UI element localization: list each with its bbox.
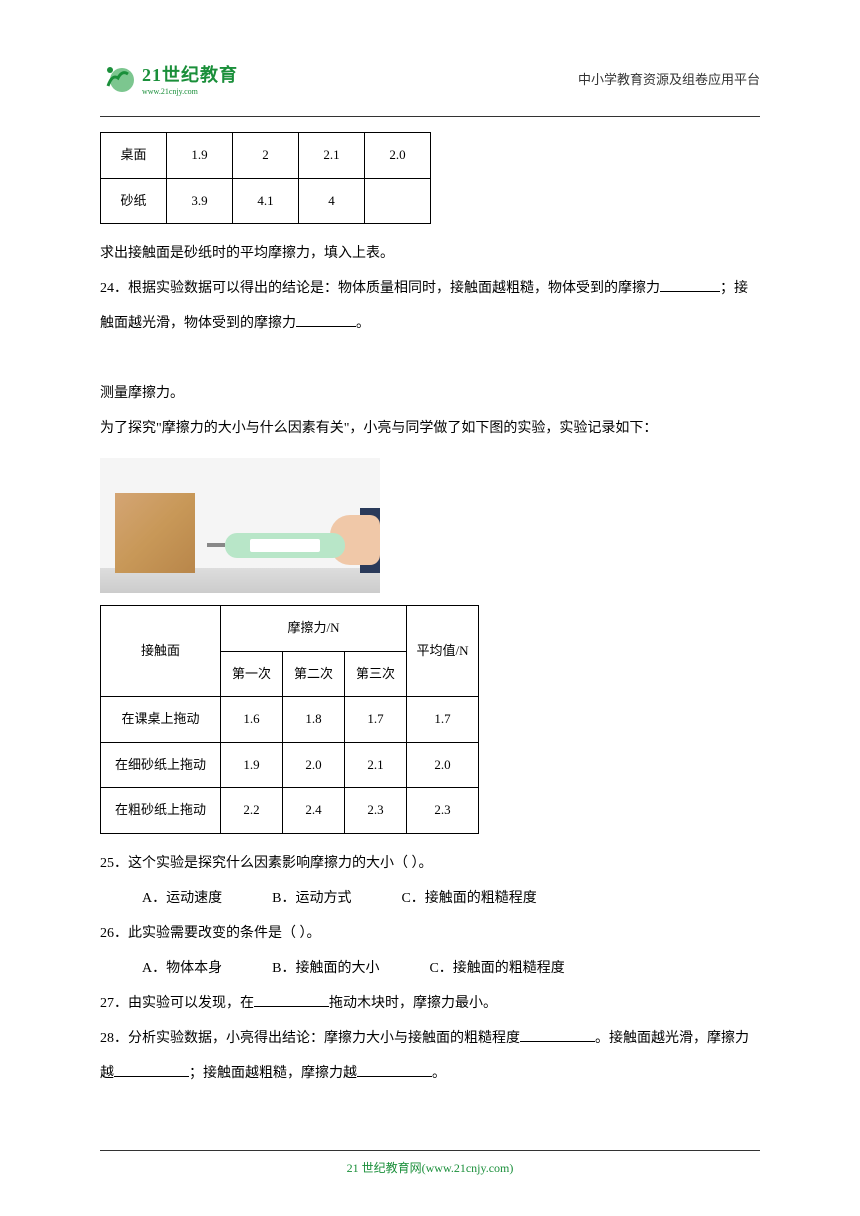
table1-body: 桌面1.922.12.0砂纸3.94.14 xyxy=(101,133,431,224)
section-title: 测量摩擦力。 xyxy=(100,376,760,411)
table1-cell xyxy=(365,178,431,224)
table1-cell: 桌面 xyxy=(101,133,167,179)
cell-value: 2.0 xyxy=(283,742,345,788)
logo: 21世纪教育 www.21cnjy.com xyxy=(100,60,238,96)
table1-cell: 2 xyxy=(233,133,299,179)
cell-avg: 2.0 xyxy=(407,742,479,788)
q26-opt-a[interactable]: A．物体本身 xyxy=(142,951,222,986)
table1-cell: 3.9 xyxy=(167,178,233,224)
table2-row: 在课桌上拖动1.61.81.71.7 xyxy=(101,697,479,743)
cell-avg: 2.3 xyxy=(407,788,479,834)
table1-cell: 4 xyxy=(299,178,365,224)
q25-opt-a[interactable]: A．运动速度 xyxy=(142,881,222,916)
logo-url-text: www.21cnjy.com xyxy=(142,87,238,96)
question-27: 27．由实验可以发现，在拖动木块时，摩擦力最小。 xyxy=(100,986,760,1021)
cell-value: 1.8 xyxy=(283,697,345,743)
photo-scale-hook xyxy=(207,543,225,547)
table2-row: 在粗砂纸上拖动2.22.42.32.3 xyxy=(101,788,479,834)
q25-options: A．运动速度 B．运动方式 C．接触面的粗糙程度 xyxy=(100,881,760,916)
logo-text: 21世纪教育 www.21cnjy.com xyxy=(142,61,238,96)
question-26: 26．此实验需要改变的条件是（ ）。 xyxy=(100,916,760,951)
blank-q28-1[interactable] xyxy=(520,1026,595,1042)
instruction-text-1: 求出接触面是砂纸时的平均摩擦力，填入上表。 xyxy=(100,236,760,271)
question-25: 25．这个实验是探究什么因素影响摩擦力的大小（ ）。 xyxy=(100,846,760,881)
section-intro: 为了探究"摩擦力的大小与什么因素有关"，小亮与同学做了如下图的实验，实验记录如下… xyxy=(100,411,760,446)
logo-main-text: 21世纪教育 xyxy=(142,61,238,87)
th-trial: 第一次 xyxy=(221,651,283,697)
page-header: 21世纪教育 www.21cnjy.com 中小学教育资源及组卷应用平台 xyxy=(100,60,760,96)
cell-surface: 在课桌上拖动 xyxy=(101,697,221,743)
q25-opt-c[interactable]: C．接触面的粗糙程度 xyxy=(401,881,536,916)
logo-icon xyxy=(100,60,136,96)
table-friction-detailed: 接触面 摩擦力/N 平均值/N 第一次第二次第三次 在课桌上拖动1.61.81.… xyxy=(100,605,479,834)
q26-opt-b[interactable]: B．接触面的大小 xyxy=(272,951,379,986)
cell-avg: 1.7 xyxy=(407,697,479,743)
cell-surface: 在细砂纸上拖动 xyxy=(101,742,221,788)
main-content: 桌面1.922.12.0砂纸3.94.14 求出接触面是砂纸时的平均摩擦力，填入… xyxy=(100,132,760,1091)
cell-value: 2.2 xyxy=(221,788,283,834)
th-trial: 第三次 xyxy=(345,651,407,697)
blank-q24-1[interactable] xyxy=(660,276,720,292)
cell-value: 1.6 xyxy=(221,697,283,743)
photo-scale-window xyxy=(250,539,320,552)
table1-cell: 2.0 xyxy=(365,133,431,179)
page-footer: 21 世纪教育网(www.21cnjy.com) xyxy=(100,1150,760,1176)
cell-value: 1.7 xyxy=(345,697,407,743)
th-trial: 第二次 xyxy=(283,651,345,697)
q26-options: A．物体本身 B．接触面的大小 C．接触面的粗糙程度 xyxy=(100,951,760,986)
table1-cell: 砂纸 xyxy=(101,178,167,224)
th-avg: 平均值/N xyxy=(407,606,479,697)
cell-value: 2.4 xyxy=(283,788,345,834)
photo-spring-scale xyxy=(225,533,345,558)
header-divider xyxy=(100,116,760,117)
blank-q27[interactable] xyxy=(254,991,329,1007)
cell-value: 1.9 xyxy=(221,742,283,788)
table1-cell: 1.9 xyxy=(167,133,233,179)
cell-value: 2.1 xyxy=(345,742,407,788)
cell-surface: 在粗砂纸上拖动 xyxy=(101,788,221,834)
experiment-photo xyxy=(100,458,380,593)
question-24: 24．根据实验数据可以得出的结论是：物体质量相同时，接触面越粗糙，物体受到的摩擦… xyxy=(100,271,760,341)
table2-body: 在课桌上拖动1.61.81.71.7在细砂纸上拖动1.92.02.12.0在粗砂… xyxy=(101,697,479,834)
blank-q24-2[interactable] xyxy=(296,311,356,327)
table1-row: 桌面1.922.12.0 xyxy=(101,133,431,179)
table2-row: 在细砂纸上拖动1.92.02.12.0 xyxy=(101,742,479,788)
cell-value: 2.3 xyxy=(345,788,407,834)
header-subtitle: 中小学教育资源及组卷应用平台 xyxy=(578,69,760,88)
question-28: 28．分析实验数据，小亮得出结论：摩擦力大小与接触面的粗糙程度。接触面越光滑，摩… xyxy=(100,1021,760,1091)
table-friction-simple: 桌面1.922.12.0砂纸3.94.14 xyxy=(100,132,431,224)
q26-opt-c[interactable]: C．接触面的粗糙程度 xyxy=(429,951,564,986)
th-surface: 接触面 xyxy=(101,606,221,697)
blank-q28-3[interactable] xyxy=(357,1061,432,1077)
th-friction: 摩擦力/N xyxy=(221,606,407,652)
photo-wood-block xyxy=(115,493,195,573)
table1-cell: 2.1 xyxy=(299,133,365,179)
q25-opt-b[interactable]: B．运动方式 xyxy=(272,881,351,916)
table1-cell: 4.1 xyxy=(233,178,299,224)
blank-q28-2[interactable] xyxy=(114,1061,189,1077)
table1-row: 砂纸3.94.14 xyxy=(101,178,431,224)
